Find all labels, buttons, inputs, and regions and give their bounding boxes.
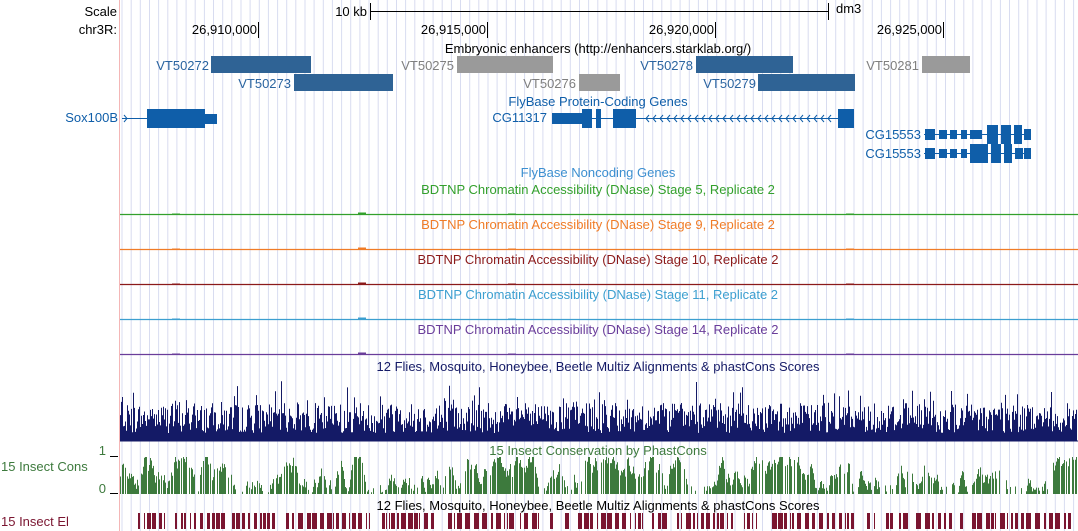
multiz-wiggle [120, 381, 1078, 442]
phastcons-track-title[interactable]: 15 Insect Conservation by PhastCons [489, 443, 707, 458]
elements-track-title[interactable]: 12 Flies, Mosquito, Honeybee, Beetle Mul… [376, 498, 820, 513]
enhancer-block-vt50275 [457, 56, 553, 73]
enhancer-block-vt50278 [696, 56, 793, 73]
dnase-stage9-title[interactable]: BDTNP Chromatin Accessibility (DNase) St… [421, 217, 775, 232]
enhancer-track-title[interactable]: Embryonic enhancers (http://enhancers.st… [444, 41, 752, 56]
gene-label-cg15553-1[interactable]: CG15553 [865, 127, 921, 142]
phastcons-axis-max: 1 [98, 443, 106, 458]
elements-side-label[interactable]: 15 Insect El [1, 514, 69, 529]
enhancer-label-vt50278[interactable]: VT50278 [640, 58, 693, 73]
enhancer-block-vt50276 [579, 74, 620, 91]
gene-label-cg15553-2[interactable]: CG15553 [865, 146, 921, 161]
phastcons-wiggle [120, 457, 1077, 494]
scale-bar-label: 10 kb [335, 4, 367, 19]
gene-model-sox100b [122, 109, 217, 128]
enhancer-label-vt50275[interactable]: VT50275 [401, 58, 454, 73]
enhancer-block-vt50279 [758, 74, 855, 91]
gene-label-cg11317[interactable]: CG11317 [492, 110, 547, 125]
chrom-label: chr3R: [78, 22, 117, 37]
gene-model-cg15553-1 [924, 125, 1031, 144]
enhancer-block-vt50273 [294, 74, 393, 91]
phastcons-axis [110, 456, 118, 494]
protein-genes-track-title[interactable]: FlyBase Protein-Coding Genes [508, 94, 688, 109]
enhancer-block-vt50272 [211, 56, 311, 73]
enhancer-block-vt50281 [922, 56, 970, 73]
dnase-stage14-title[interactable]: BDTNP Chromatin Accessibility (DNase) St… [417, 322, 779, 337]
tick-label-3: 26,920,000 [648, 22, 714, 37]
gene-model-cg15553-2 [924, 144, 1031, 163]
enhancer-label-vt50279[interactable]: VT50279 [703, 76, 756, 91]
enhancer-label-vt50276[interactable]: VT50276 [523, 76, 576, 91]
noncoding-track-title[interactable]: FlyBase Noncoding Genes [520, 165, 676, 180]
gene-label-sox100b[interactable]: Sox100B [65, 110, 118, 125]
tick-label-1: 26,910,000 [191, 22, 257, 37]
position-ticks [258, 22, 944, 38]
multiz-track-title[interactable]: 12 Flies, Mosquito, Honeybee, Beetle Mul… [376, 359, 820, 374]
conserved-elements [138, 513, 1071, 529]
dnase-stage10-title[interactable]: BDTNP Chromatin Accessibility (DNase) St… [417, 252, 779, 267]
phastcons-side-label[interactable]: 15 Insect Cons [1, 459, 88, 474]
grid-lines [121, 0, 1075, 531]
tick-label-2: 26,915,000 [420, 22, 486, 37]
dnase-stage11-title[interactable]: BDTNP Chromatin Accessibility (DNase) St… [417, 287, 779, 302]
assembly-label: dm3 [836, 1, 862, 16]
enhancer-label-vt50281[interactable]: VT50281 [866, 58, 919, 73]
scale-bar [370, 3, 829, 20]
tick-label-4: 26,925,000 [876, 22, 942, 37]
dnase-stage5-title[interactable]: BDTNP Chromatin Accessibility (DNase) St… [421, 182, 775, 197]
enhancer-label-vt50273[interactable]: VT50273 [238, 76, 291, 91]
gene-model-cg11317 [552, 109, 854, 128]
enhancer-label-vt50272[interactable]: VT50272 [156, 58, 209, 73]
scale-label: Scale [84, 4, 117, 19]
phastcons-axis-min: 0 [98, 481, 106, 496]
